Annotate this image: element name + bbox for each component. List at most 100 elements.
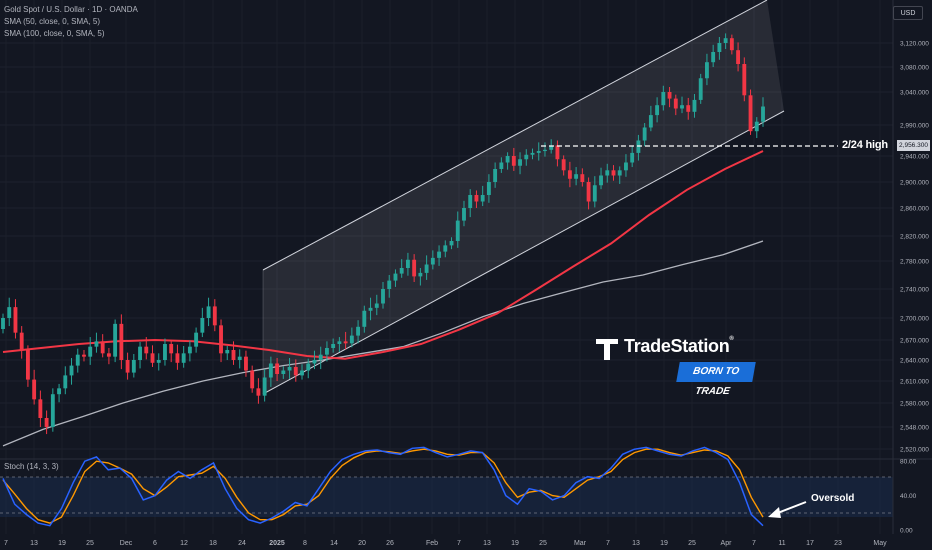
candle-body: [268, 363, 273, 378]
candle-body: [38, 399, 43, 418]
candle: [156, 353, 161, 371]
candle: [356, 320, 361, 344]
candle: [424, 255, 429, 280]
time-tick-label: 19: [58, 540, 66, 547]
candle: [536, 142, 541, 161]
high-level-label: 2/24 high: [842, 139, 888, 151]
candle: [499, 157, 504, 173]
candle-body: [250, 370, 255, 389]
candle: [25, 345, 30, 387]
candle-body: [169, 344, 174, 354]
candle: [449, 237, 454, 250]
candle: [268, 356, 273, 387]
candle: [430, 250, 435, 270]
price-axis[interactable]: 3,120.000 3,080.000 3,040.000 2,990.000 2,94…: [900, 41, 929, 454]
candle: [19, 326, 24, 359]
candle-body: [381, 289, 385, 304]
price-tick-label: 3,080.000: [900, 65, 929, 72]
time-tick-label: 19: [660, 540, 668, 547]
candle-body: [94, 341, 99, 347]
time-tick-label: 25: [86, 540, 94, 547]
candle-body: [424, 264, 429, 273]
candle-body: [480, 195, 485, 202]
stoch-k-line[interactable]: [2, 446, 764, 527]
currency-button[interactable]: USD: [893, 6, 923, 20]
candle: [511, 147, 516, 171]
stoch-tick-label: 0.00: [900, 528, 913, 535]
candle: [63, 366, 68, 395]
candle: [599, 167, 603, 190]
candle-body: [686, 105, 691, 112]
candle: [281, 366, 286, 379]
symbol-title[interactable]: Gold Spot / U.S. Dollar · 1D · OANDA: [4, 5, 138, 14]
candle: [667, 87, 672, 108]
candle: [543, 142, 547, 157]
candle: [200, 307, 205, 338]
candle-body: [462, 208, 466, 221]
sma100-legend[interactable]: SMA (100, close, 0, SMA, 5): [4, 29, 105, 38]
candle: [486, 174, 491, 203]
candle: [7, 297, 12, 327]
candle: [13, 299, 18, 339]
candle-body: [219, 325, 223, 354]
candle-body: [13, 307, 18, 333]
candle: [306, 358, 311, 379]
sma50-legend[interactable]: SMA (50, close, 0, SMA, 5): [4, 17, 101, 26]
candle-body: [530, 152, 535, 155]
candles[interactable]: [1, 33, 765, 435]
sma50-line[interactable]: [2, 150, 764, 360]
candle-body: [636, 140, 641, 153]
channel-upper-line[interactable]: [262, 0, 768, 271]
sma100-line[interactable]: [2, 240, 764, 447]
candle-body: [617, 170, 622, 176]
candle-body: [144, 346, 149, 354]
candle: [405, 252, 410, 276]
candle: [163, 338, 167, 366]
time-tick-label: Apr: [721, 540, 733, 547]
candle-body: [736, 50, 741, 64]
time-tick-label: 7: [752, 540, 756, 547]
candle: [293, 359, 298, 382]
candle-body: [113, 323, 118, 357]
candle: [331, 338, 336, 353]
stoch-legend[interactable]: Stoch (14, 3, 3): [4, 462, 59, 471]
candle: [325, 341, 329, 362]
candle: [237, 349, 242, 369]
candle-body: [729, 38, 734, 51]
time-tick-label: 7: [606, 540, 610, 547]
candle-body: [524, 154, 529, 160]
candle-body: [468, 195, 473, 208]
candle: [723, 33, 728, 49]
candle: [617, 166, 622, 184]
candle: [187, 340, 192, 362]
candle-body: [667, 92, 672, 99]
channel-lower-line[interactable]: [262, 110, 785, 395]
candle-body: [561, 159, 566, 171]
candle: [711, 44, 716, 67]
price-tick-label: 2,900.000: [900, 180, 929, 187]
stoch-axis[interactable]: 80.00 40.00 0.00: [900, 459, 917, 535]
candle: [530, 148, 535, 160]
candle: [567, 161, 572, 188]
candle-body: [181, 353, 186, 363]
candle: [94, 332, 99, 353]
candle: [119, 314, 124, 370]
stoch-tick-label: 40.00: [900, 493, 917, 500]
candle-body: [499, 162, 504, 169]
last-price-tag: 2,956.300: [897, 140, 930, 151]
candle: [100, 334, 105, 358]
candle-body: [742, 64, 747, 96]
candle-body: [44, 418, 49, 427]
candle: [630, 146, 635, 168]
price-tick-label: 2,740.000: [900, 287, 929, 294]
candle: [262, 369, 267, 402]
time-axis[interactable]: 7 13 19 25 Dec 6 12 18 24 2025 8 14 20 26 Feb 7 13 19 25 Ma…: [4, 540, 887, 547]
time-tick-label: May: [873, 540, 887, 547]
candle-body: [543, 149, 547, 152]
time-tick-label: 13: [483, 540, 491, 547]
candle: [57, 383, 61, 403]
candle-body: [163, 344, 167, 360]
candle: [287, 358, 292, 379]
time-tick-label: 7: [4, 540, 8, 547]
